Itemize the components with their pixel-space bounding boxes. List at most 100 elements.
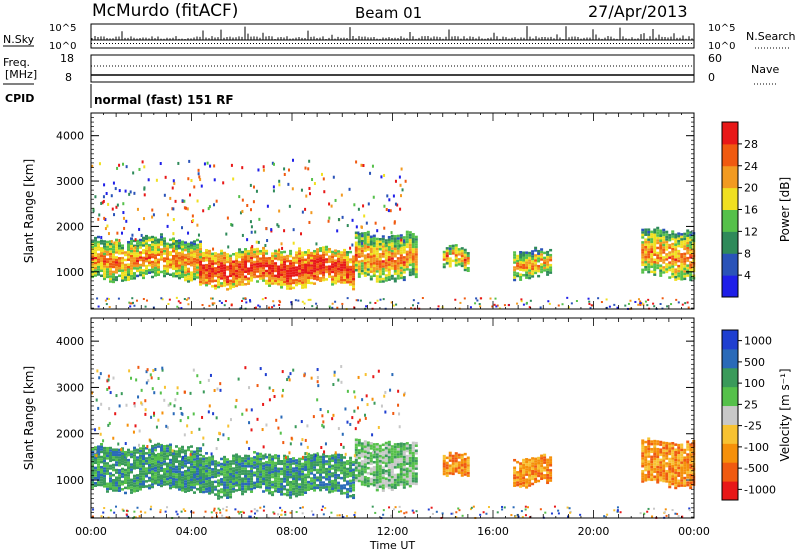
- echo-cell: [292, 490, 296, 493]
- echo-cell: [118, 247, 121, 250]
- echo-cell: [241, 263, 245, 266]
- echo-cell: [226, 288, 230, 291]
- echo-cell: [334, 478, 338, 482]
- echo-cell: [301, 465, 305, 468]
- echo-cell: [139, 480, 142, 483]
- echo-cell: [226, 491, 230, 494]
- echo-cell: [136, 456, 139, 459]
- echo-cell: [106, 446, 109, 450]
- echo-cell: [145, 469, 148, 473]
- echo-cell: [381, 443, 385, 447]
- echo-cell: [337, 463, 341, 467]
- echo-cell: [378, 485, 382, 488]
- echo-cell: [223, 494, 227, 497]
- echo-cell: [549, 471, 553, 475]
- echo-cell: [653, 243, 657, 246]
- echo-cell: [322, 246, 326, 249]
- echo-cell: [369, 482, 373, 486]
- echo-cell: [106, 253, 109, 256]
- echo-cell: [196, 268, 199, 272]
- echo-cell: [109, 459, 112, 463]
- echo-cell: [656, 261, 660, 265]
- echo-cell: [357, 275, 361, 278]
- echo-cell: [304, 278, 308, 281]
- echo-cell: [463, 463, 467, 466]
- echo-cell: [689, 231, 693, 234]
- echo-cell: [683, 479, 687, 482]
- echo-cell: [319, 269, 323, 273]
- echo-cell: [141, 160, 144, 164]
- echo-cell: [644, 260, 648, 264]
- echo-cell: [390, 455, 394, 458]
- echo-cell: [246, 238, 249, 242]
- echo-cell: [375, 453, 379, 456]
- echo-cell: [217, 285, 221, 289]
- echo-cell: [537, 474, 541, 478]
- echo-cell: [157, 478, 160, 481]
- echo-cell: [247, 269, 251, 273]
- echo-cell: [100, 269, 103, 273]
- echo-cell: [671, 459, 675, 463]
- echo-cell: [265, 227, 268, 231]
- echo-cell: [641, 444, 645, 448]
- echo-cell: [217, 258, 221, 261]
- echo-cell: [677, 479, 681, 483]
- echo-cell: [289, 269, 293, 273]
- echo-cell: [363, 455, 367, 459]
- echo-cell: [457, 250, 461, 254]
- echo-cell: [402, 470, 406, 474]
- echo-cell: [280, 485, 284, 488]
- echo-cell: [247, 249, 251, 253]
- echo-cell: [148, 239, 151, 242]
- echo-cell: [384, 469, 388, 473]
- echo-cell: [166, 267, 169, 271]
- echo-cell: [662, 256, 666, 259]
- echo-cell: [448, 252, 452, 255]
- echo-cell: [393, 255, 397, 258]
- echo-cell: [250, 230, 253, 234]
- echo-cell: [238, 273, 242, 276]
- echo-cell: [680, 466, 684, 469]
- echo-cell: [463, 468, 467, 471]
- echo-cell: [528, 256, 532, 260]
- nsky-panel: [90, 23, 695, 49]
- echo-cell: [689, 278, 693, 282]
- station-title: McMurdo (fitACF): [92, 1, 238, 21]
- echo-cell: [543, 468, 547, 472]
- echo-cell: [223, 471, 227, 474]
- echo-cell: [148, 236, 151, 240]
- echo-cell: [321, 414, 324, 418]
- echo-cell: [109, 255, 112, 258]
- echo-cell: [259, 468, 263, 471]
- echo-cell: [671, 242, 675, 246]
- echo-cell: [304, 463, 308, 466]
- echo-cell: [154, 266, 157, 270]
- echo-cell: [136, 239, 139, 243]
- echo-cell: [680, 451, 684, 454]
- echo-cell: [375, 458, 379, 461]
- echo-cell: [227, 424, 230, 428]
- echo-cell: [256, 485, 260, 489]
- echo-cell: [549, 474, 553, 477]
- echo-cell: [214, 470, 218, 473]
- echo-cell: [149, 439, 152, 443]
- echo-cell: [282, 388, 285, 392]
- echo-cell: [597, 297, 600, 300]
- echo-cell: [448, 464, 452, 467]
- echo-cell: [214, 284, 218, 288]
- echo-cell: [680, 243, 684, 246]
- echo-cell: [286, 264, 290, 268]
- echo-cell: [647, 263, 651, 266]
- echo-cell: [268, 484, 272, 487]
- echo-cell: [292, 457, 296, 460]
- echo-cell: [232, 457, 236, 460]
- echo-cell: [259, 465, 263, 469]
- echo-cell: [363, 249, 367, 252]
- echo-cell: [148, 263, 151, 267]
- echo-cell: [220, 490, 224, 494]
- echo-cell: [522, 254, 526, 257]
- echo-cell: [387, 273, 391, 276]
- echo-cell: [513, 458, 517, 462]
- echo-cell: [115, 463, 118, 467]
- echo-cell: [100, 257, 103, 260]
